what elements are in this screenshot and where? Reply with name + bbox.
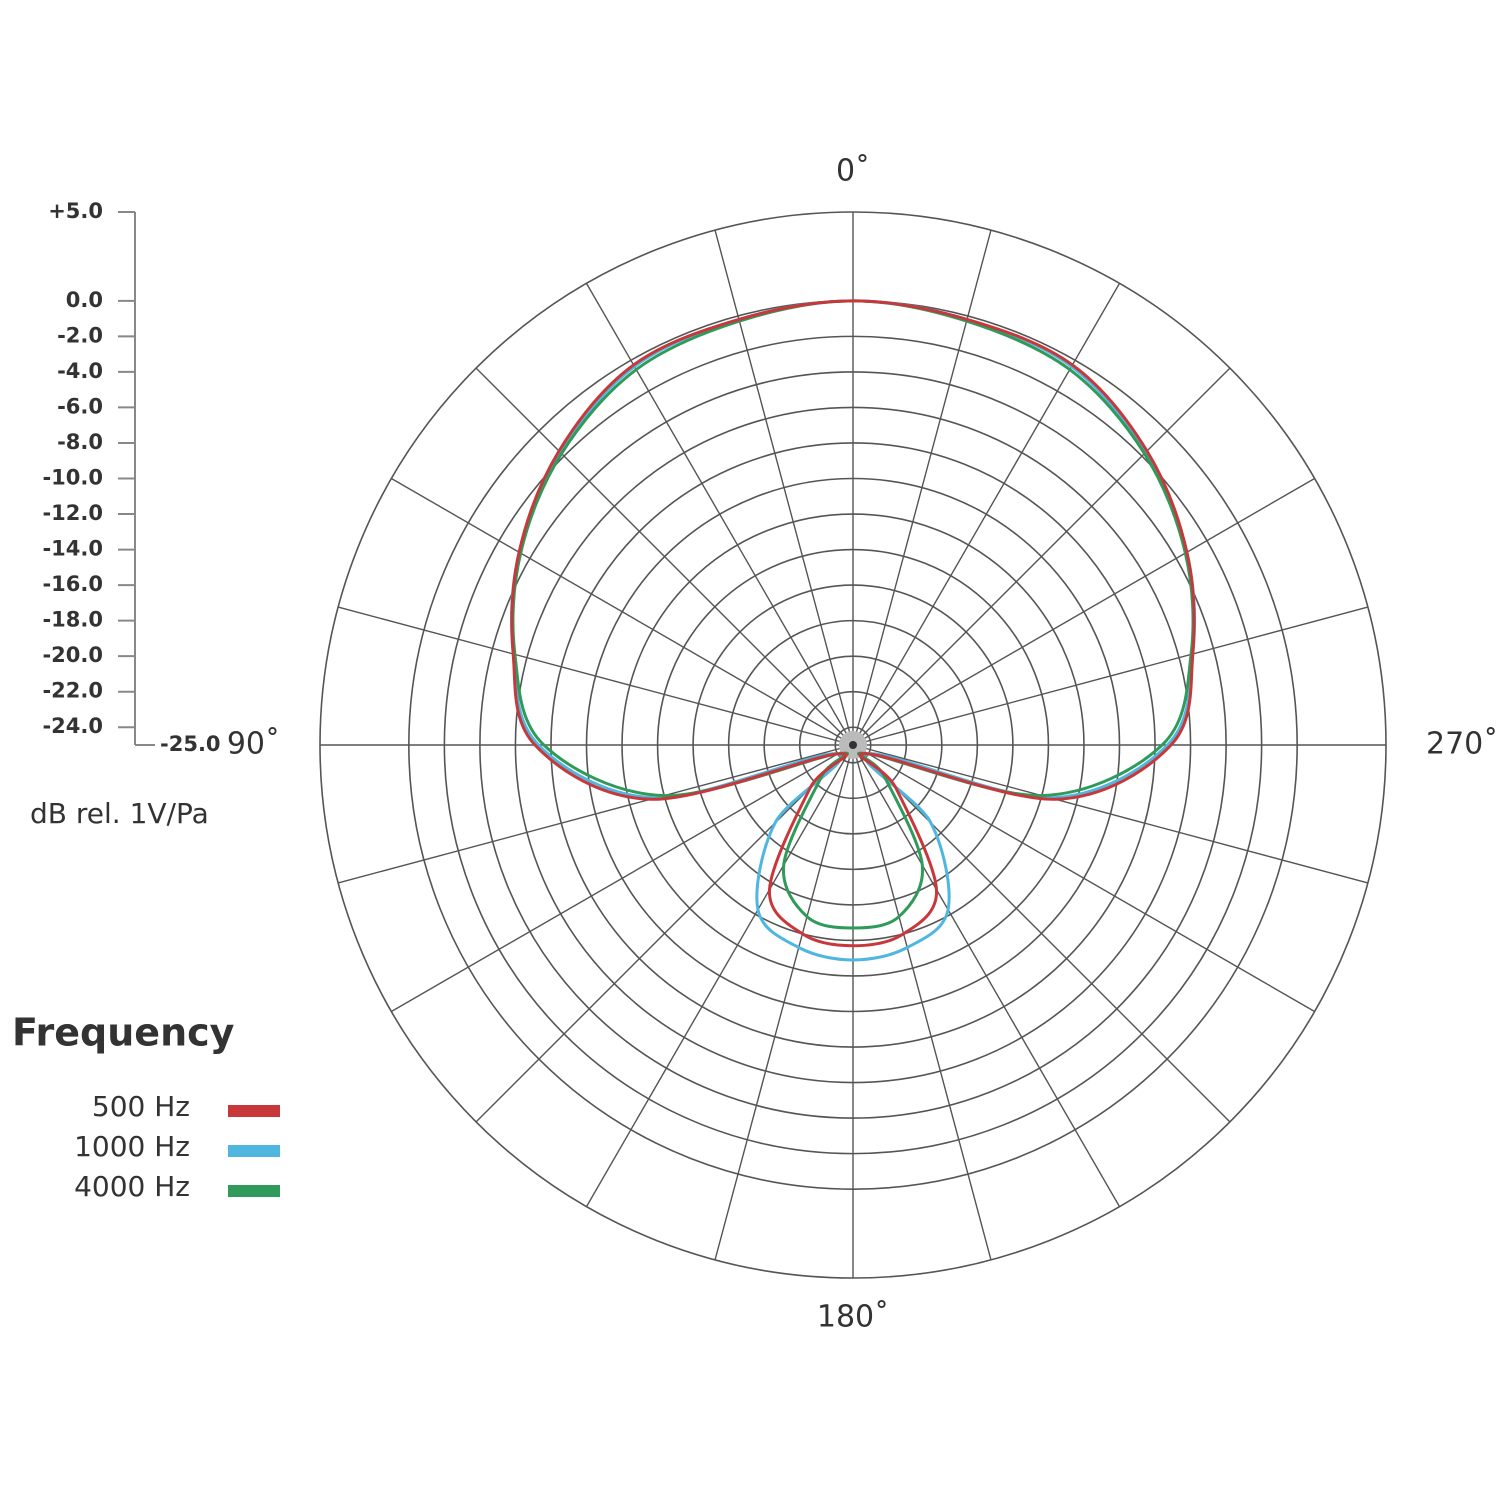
- legend-label: 500 Hz: [92, 1090, 190, 1123]
- grid-spoke: [852, 744, 1369, 884]
- grid-spoke: [714, 229, 854, 746]
- angle-label: 270˚: [1426, 727, 1498, 762]
- grid-spoke: [852, 367, 1231, 746]
- grid-spoke: [391, 477, 854, 746]
- grid-spoke: [337, 606, 854, 746]
- grid-spoke: [475, 367, 854, 746]
- radial-tick-label: -8.0: [57, 430, 103, 454]
- legend-label: 4000 Hz: [74, 1170, 190, 1203]
- radial-tick-label: -16.0: [42, 572, 103, 596]
- series-curve: [511, 299, 1195, 930]
- grid-spoke: [852, 744, 992, 1261]
- grid-spoke: [585, 283, 854, 746]
- radial-tick-label: -22.0: [42, 679, 103, 703]
- radial-tick-label: -14.0: [42, 537, 103, 561]
- radial-tick-label: -10.0: [42, 466, 103, 490]
- grid-spoke: [714, 744, 854, 1261]
- radial-axis-label: dB rel. 1V/Pa: [30, 797, 209, 830]
- grid-spoke: [852, 283, 1121, 746]
- grid-spoke: [585, 744, 854, 1207]
- radial-tick-label: -18.0: [42, 608, 103, 632]
- center-dot: [849, 741, 857, 749]
- grid-spoke: [475, 744, 854, 1123]
- radial-tick-label: -2.0: [57, 323, 103, 347]
- angle-label: 0˚: [836, 154, 870, 189]
- grid-spoke: [852, 229, 992, 746]
- radial-tick-label: -12.0: [42, 501, 103, 525]
- series-curve: [510, 299, 1196, 948]
- grid-spoke: [852, 744, 1315, 1013]
- angle-label: 90˚: [227, 727, 280, 762]
- grid-spoke: [852, 744, 1121, 1207]
- grid-spoke: [852, 477, 1315, 746]
- radial-tick-label: 0.0: [66, 288, 103, 312]
- radial-tick-label: -6.0: [57, 394, 103, 418]
- radial-tick-label: -20.0: [42, 643, 103, 667]
- radial-tick-label: -4.0: [57, 359, 103, 383]
- radial-tick-label: -24.0: [42, 714, 103, 738]
- radial-tick-label: +5.0: [48, 199, 103, 223]
- grid-spoke: [337, 744, 854, 884]
- legend-label: 1000 Hz: [74, 1130, 190, 1163]
- grid-spoke: [852, 606, 1369, 746]
- grid-spoke: [852, 744, 1231, 1123]
- angle-label: 180˚: [817, 1300, 889, 1335]
- grid-spoke: [391, 744, 854, 1013]
- legend-title: Frequency: [12, 1011, 235, 1055]
- radial-tick-label: -25.0: [160, 732, 221, 756]
